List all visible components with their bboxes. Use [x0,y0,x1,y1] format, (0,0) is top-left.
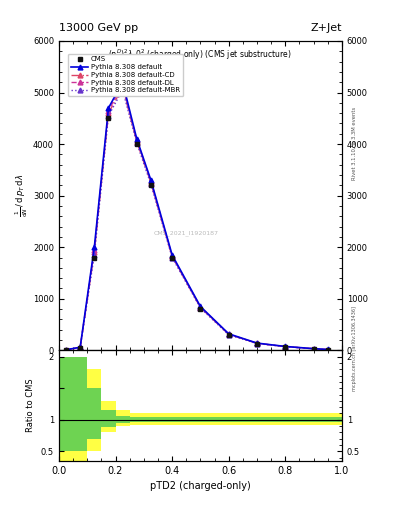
Pythia 8.308 default-CD [134,138,139,144]
Pythia 8.308 default-CD [170,253,174,260]
Pythia 8.308 default-MBR [134,140,139,146]
CMS [325,347,330,353]
Pythia 8.308 default [78,344,83,350]
Line: CMS: CMS [64,90,330,352]
Pythia 8.308 default-MBR [106,113,111,119]
Pythia 8.308 default-CD [311,346,316,352]
Line: Pythia 8.308 default-CD: Pythia 8.308 default-CD [64,85,330,352]
Pythia 8.308 default [226,331,231,337]
Pythia 8.308 default [120,79,125,86]
Pythia 8.308 default-CD [226,331,231,337]
Text: 13000 GeV pp: 13000 GeV pp [59,23,138,33]
Pythia 8.308 default-MBR [198,305,203,311]
Pythia 8.308 default [325,347,330,353]
Pythia 8.308 default-CD [78,345,83,351]
Pythia 8.308 default-MBR [78,345,83,351]
CMS [311,346,316,352]
CMS [149,182,153,188]
Pythia 8.308 default-DL [170,253,174,259]
Pythia 8.308 default-CD [64,347,68,353]
Pythia 8.308 default [311,346,316,352]
Pythia 8.308 default-DL [283,344,288,350]
Pythia 8.308 default-MBR [325,347,330,353]
Pythia 8.308 default-MBR [92,252,97,258]
Pythia 8.308 default-DL [226,331,231,337]
Line: Pythia 8.308 default-MBR: Pythia 8.308 default-MBR [64,88,330,352]
Pythia 8.308 default-DL [255,340,259,346]
Pythia 8.308 default-DL [149,178,153,184]
Pythia 8.308 default-MBR [283,344,288,350]
CMS [120,90,125,96]
CMS [198,306,203,312]
Pythia 8.308 default-MBR [64,347,68,353]
CMS [78,345,83,351]
CMS [64,347,68,353]
Pythia 8.308 default-CD [198,305,203,311]
Pythia 8.308 default-MBR [170,254,174,261]
Pythia 8.308 default-MBR [149,181,153,187]
Pythia 8.308 default [255,340,259,346]
CMS [283,344,288,350]
Pythia 8.308 default-MBR [311,346,316,352]
Y-axis label: Ratio to CMS: Ratio to CMS [26,379,35,432]
Pythia 8.308 default-CD [106,110,111,116]
X-axis label: pTD2 (charged-only): pTD2 (charged-only) [150,481,251,491]
Pythia 8.308 default-DL [134,137,139,143]
Text: $(p_T^D)^2\lambda\_0^2$ (charged only) (CMS jet substructure): $(p_T^D)^2\lambda\_0^2$ (charged only) (… [108,47,292,62]
Pythia 8.308 default [170,252,174,258]
Pythia 8.308 default [64,347,68,353]
Pythia 8.308 default-DL [198,304,203,310]
Pythia 8.308 default-CD [92,249,97,255]
Pythia 8.308 default-CD [283,344,288,350]
CMS [134,141,139,147]
Line: Pythia 8.308 default-DL: Pythia 8.308 default-DL [64,82,330,352]
Pythia 8.308 default [134,136,139,142]
Pythia 8.308 default-DL [311,346,316,352]
Pythia 8.308 default-DL [325,347,330,353]
CMS [92,254,97,261]
Pythia 8.308 default-DL [78,344,83,350]
CMS [170,254,174,261]
Text: $\frac{1}{\mathrm{d}N}\,/\,\mathrm{d}\,p_T\,\mathrm{d}\lambda$: $\frac{1}{\mathrm{d}N}\,/\,\mathrm{d}\,p… [14,174,30,217]
Text: Z+Jet: Z+Jet [310,23,342,33]
Text: mcplots.cern.ch [arXiv:1306.3436]: mcplots.cern.ch [arXiv:1306.3436] [352,306,357,391]
CMS [255,340,259,347]
Pythia 8.308 default-CD [255,340,259,347]
Pythia 8.308 default-DL [120,82,125,88]
CMS [106,115,111,121]
Text: Rivet 3.1.10, ≥ 3.3M events: Rivet 3.1.10, ≥ 3.3M events [352,106,357,180]
Pythia 8.308 default-DL [92,247,97,253]
Legend: CMS, Pythia 8.308 default, Pythia 8.308 default-CD, Pythia 8.308 default-DL, Pyt: CMS, Pythia 8.308 default, Pythia 8.308 … [68,54,183,96]
Pythia 8.308 default-CD [149,180,153,186]
Pythia 8.308 default [198,304,203,310]
Pythia 8.308 default-MBR [226,332,231,338]
Text: CMS_2021_I1920187: CMS_2021_I1920187 [154,230,219,236]
Pythia 8.308 default-CD [120,84,125,91]
Pythia 8.308 default [149,177,153,183]
Pythia 8.308 default [283,344,288,350]
Line: Pythia 8.308 default: Pythia 8.308 default [64,80,330,352]
Pythia 8.308 default [106,105,111,111]
Pythia 8.308 default-DL [64,347,68,353]
Pythia 8.308 default-CD [325,347,330,353]
CMS [226,332,231,338]
Pythia 8.308 default [92,244,97,250]
Pythia 8.308 default-DL [106,108,111,114]
Pythia 8.308 default-MBR [255,340,259,347]
Pythia 8.308 default-MBR [120,87,125,93]
